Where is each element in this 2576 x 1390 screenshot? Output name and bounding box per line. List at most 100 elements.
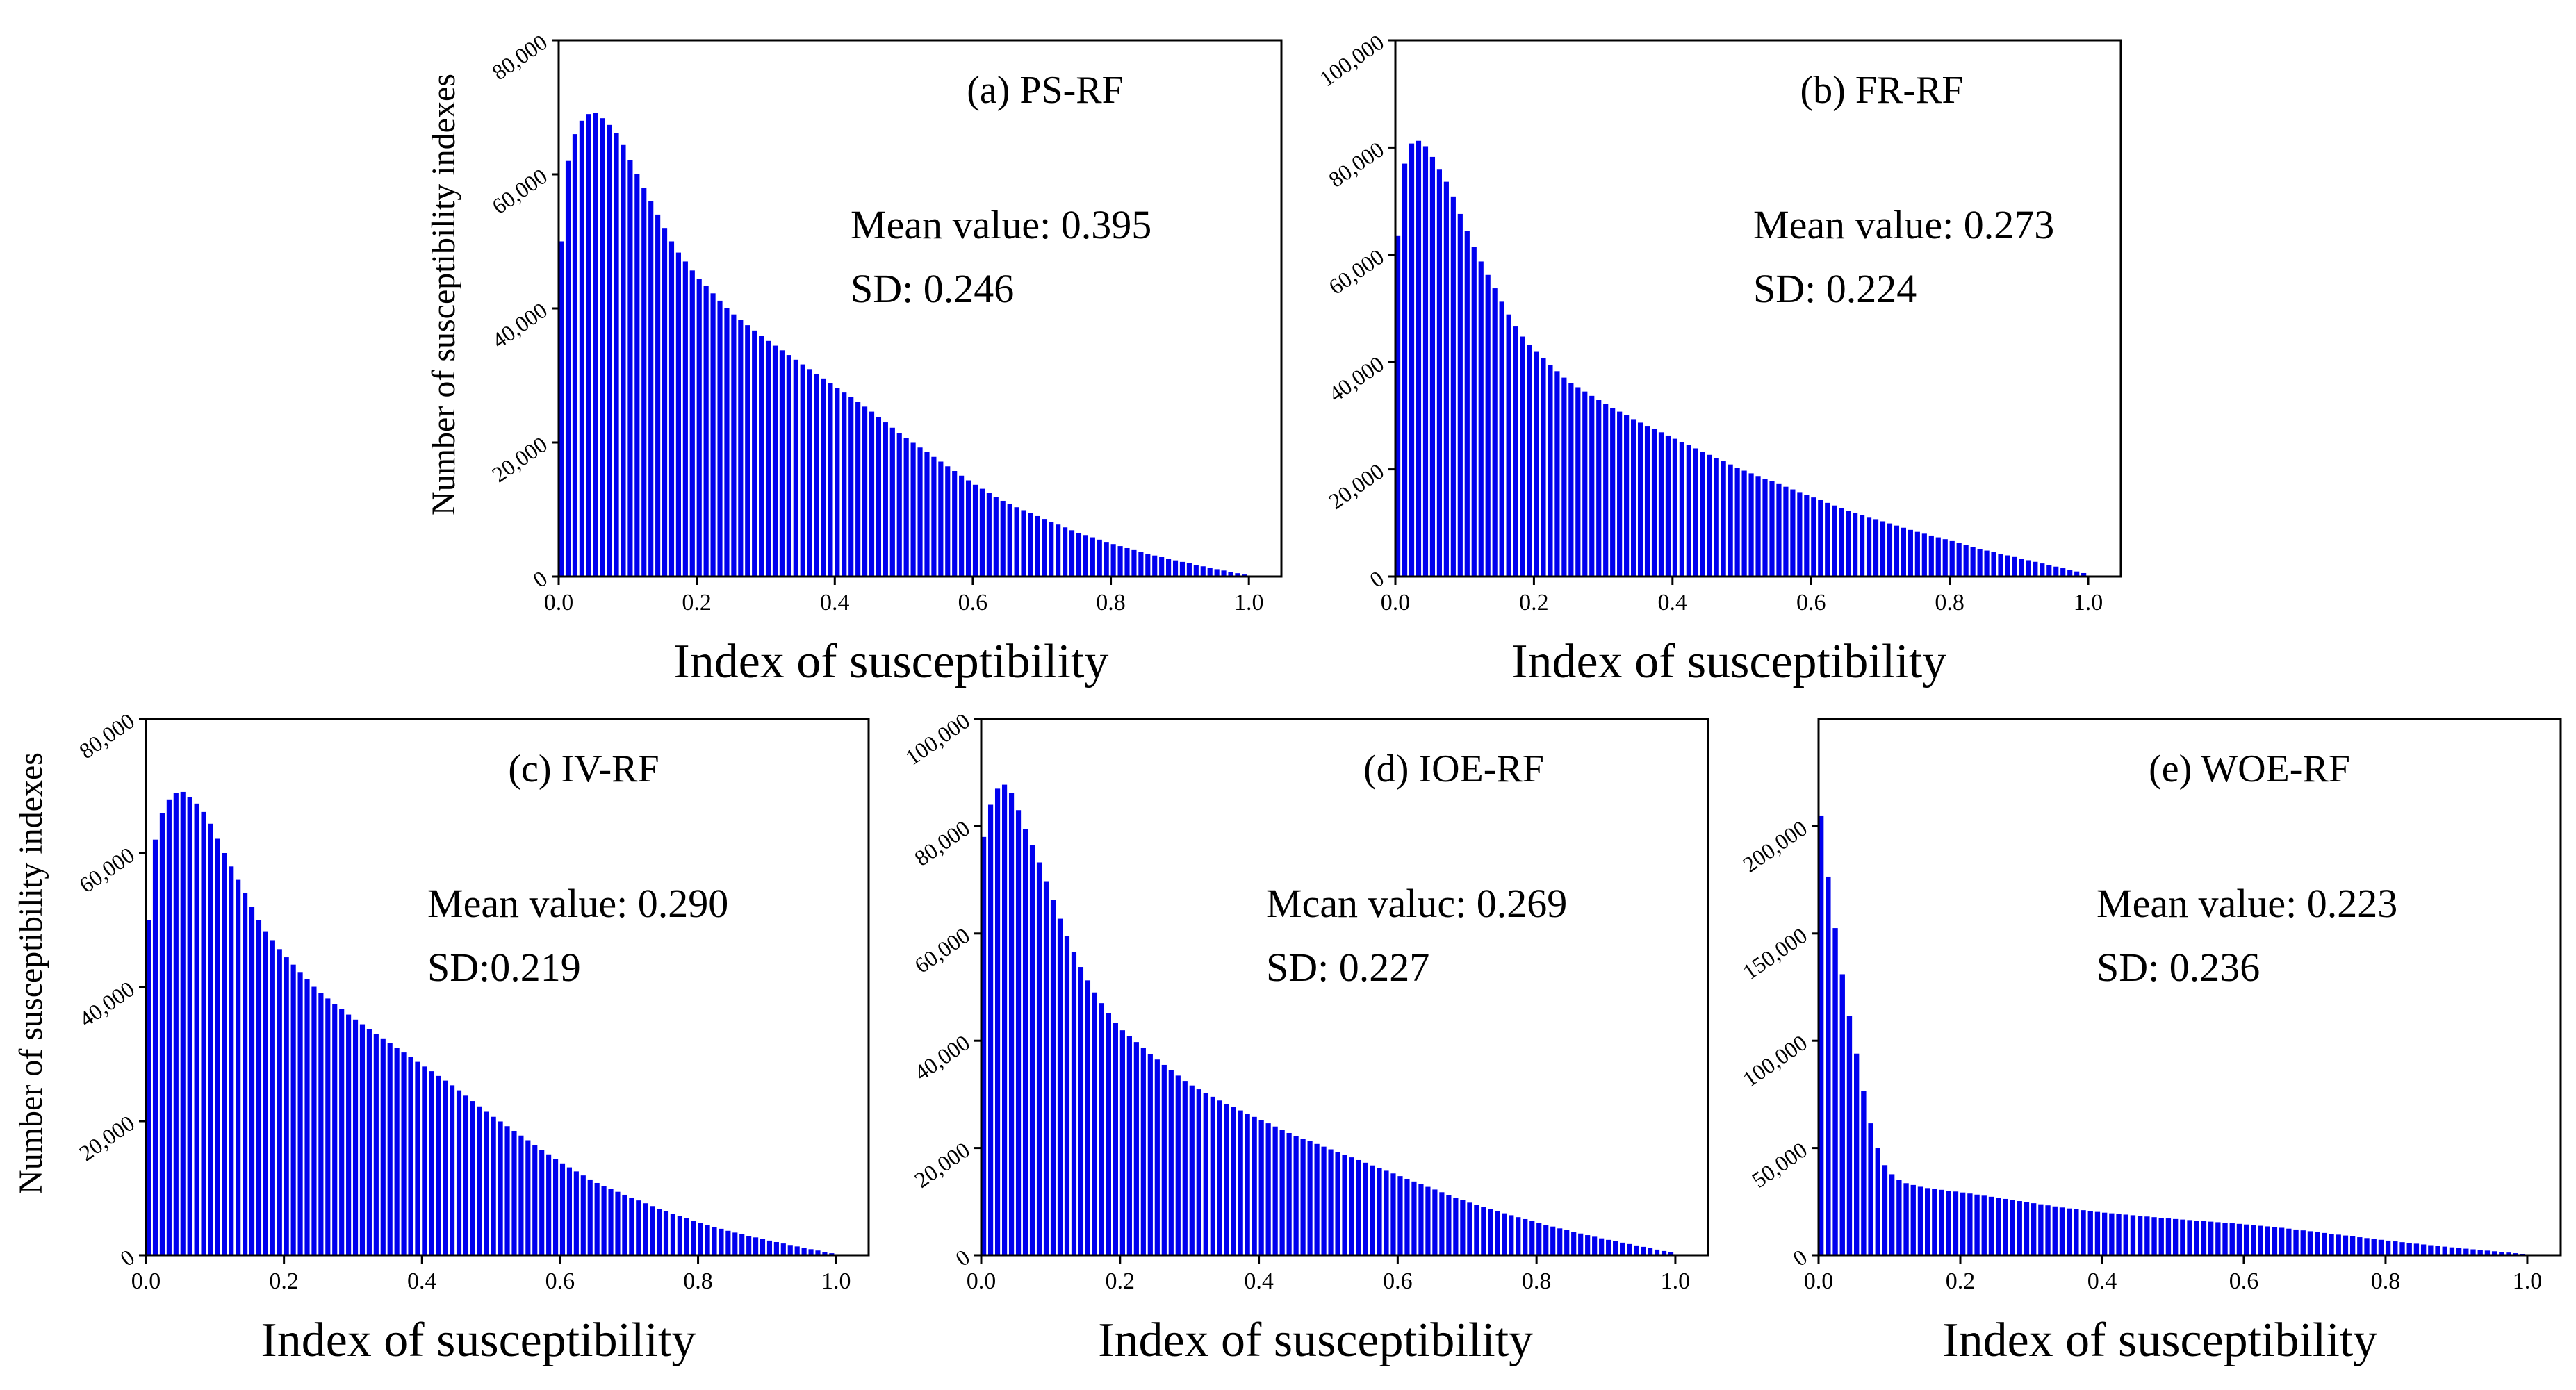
histogram-bar <box>2158 1218 2164 1255</box>
mean-value-label: Mean value: 0.223 <box>2097 881 2397 926</box>
histogram-bar <box>1797 492 1803 577</box>
x-tick-label: 0.0 <box>544 590 574 615</box>
histogram-bar <box>498 1121 503 1255</box>
histogram-bar <box>1644 426 1650 577</box>
histogram-bar <box>1804 495 1810 577</box>
histogram-bar <box>787 1245 793 1255</box>
histogram-bar <box>1272 1126 1278 1255</box>
histogram-bar <box>793 359 798 577</box>
mean-value-label: Mcan valuc: 0.269 <box>1266 881 1567 926</box>
x-tick-label: 0.2 <box>682 590 712 615</box>
histogram-bar <box>800 364 805 577</box>
histogram-bar <box>691 1221 696 1255</box>
histogram-bar <box>1043 881 1049 1255</box>
histogram-bar <box>2194 1221 2199 1255</box>
histogram-bar <box>1175 1075 1181 1255</box>
histogram-bar <box>1665 435 1671 577</box>
histogram-bar <box>470 1101 475 1255</box>
histogram-bar <box>1321 1146 1327 1255</box>
histogram-bar <box>2420 1244 2427 1255</box>
histogram-bar <box>648 201 654 577</box>
histogram-bar <box>2010 1200 2015 1255</box>
histogram-bar <box>1196 1089 1201 1255</box>
histogram-bar <box>712 1226 717 1255</box>
histogram-bar <box>1882 1165 1888 1255</box>
histogram-bar <box>1502 1213 1507 1255</box>
x-tick-label: 0.8 <box>683 1268 713 1294</box>
histogram-bar <box>1554 371 1560 577</box>
histogram-bar <box>2399 1242 2405 1255</box>
histogram-bar <box>1049 522 1054 577</box>
histogram-bar <box>422 1066 427 1255</box>
histogram-bar <box>1748 473 1754 577</box>
x-tick-label: 0.2 <box>1519 590 1549 615</box>
histogram-bar <box>1571 1232 1577 1255</box>
x-tick-label: 0.6 <box>1383 1268 1413 1294</box>
histogram-bar <box>1063 527 1068 577</box>
histogram-bar <box>2053 566 2059 577</box>
histogram-bar <box>1981 1195 1987 1255</box>
histogram-bar <box>2123 1214 2128 1255</box>
panel-ps-rf: 0.0 0.2 0.4 0.6 0.8 1.0 0 20,000 40,000 60,000 80,… <box>425 29 1283 688</box>
histogram-bar <box>1076 532 1082 577</box>
histogram-bar <box>725 1230 731 1255</box>
panel-title: (d) IOE-RF <box>1363 747 1544 791</box>
histogram-bar <box>332 1004 338 1256</box>
y-tick-label: 40,000 <box>910 1029 974 1085</box>
y-tick-label: 80,000 <box>487 29 552 85</box>
histogram-bar <box>1860 515 1865 577</box>
histogram-bar <box>1776 483 1782 577</box>
histogram-bar <box>2187 1220 2192 1255</box>
histogram-bar <box>1395 235 1401 577</box>
y-tick-label: 60,000 <box>487 163 552 219</box>
histogram-bar <box>2272 1227 2278 1255</box>
y-tick-label: 50,000 <box>1747 1137 1812 1193</box>
histogram-bar <box>979 488 985 577</box>
plot-frame <box>1394 39 2122 578</box>
histogram-bar <box>965 480 971 577</box>
x-axis-label: Index of susceptibility <box>673 635 1108 688</box>
histogram-bar <box>263 931 268 1255</box>
x-tick-label: 0.6 <box>958 590 988 615</box>
histogram-bar <box>629 1198 634 1255</box>
histogram-bar <box>2074 1209 2079 1255</box>
histogram-bar <box>1471 247 1477 577</box>
histogram-bar <box>1099 1003 1105 1255</box>
histogram-bar <box>2003 1198 2008 1255</box>
histogram-bar <box>1536 1223 1542 1255</box>
histogram-bar <box>1991 552 1996 577</box>
histogram-bar <box>1654 1249 1660 1255</box>
histogram-bar <box>643 1203 648 1255</box>
histogram-bar <box>1582 391 1588 577</box>
histogram-bar <box>1534 351 1539 577</box>
histogram-bar <box>641 188 647 577</box>
histogram-bar <box>848 397 854 577</box>
histogram-bar <box>1252 1116 1257 1255</box>
histogram-bar <box>1903 1183 1909 1255</box>
histogram-bar <box>745 325 750 577</box>
histogram-bar <box>1189 1085 1195 1255</box>
histogram-bar <box>1154 1059 1160 1255</box>
histogram-bar <box>2074 571 2080 577</box>
histogram-bar <box>1686 445 1691 577</box>
histogram-bar <box>1377 1168 1382 1255</box>
histogram-bar <box>146 920 151 1255</box>
histogram-bar <box>972 484 978 577</box>
x-tick-label: 0.4 <box>407 1268 437 1294</box>
histogram-bar <box>394 1048 400 1255</box>
histogram-bar <box>1769 481 1775 577</box>
histogram-bar <box>1568 383 1574 577</box>
histogram-bar <box>1527 345 1532 577</box>
y-tick-label: 80,000 <box>910 816 974 871</box>
histogram-bar <box>1314 1143 1320 1255</box>
histogram-bar <box>2144 1216 2150 1255</box>
histogram-bar <box>689 270 695 577</box>
histogram-bar <box>1390 1173 1396 1255</box>
histogram-bar <box>1265 1123 1271 1255</box>
histogram-bar <box>1921 533 1927 577</box>
histogram-bar <box>1839 508 1844 577</box>
histogram-bar <box>318 993 324 1255</box>
y-tick-label: 200,000 <box>1738 816 1812 877</box>
histogram-bar <box>1826 876 1831 1255</box>
